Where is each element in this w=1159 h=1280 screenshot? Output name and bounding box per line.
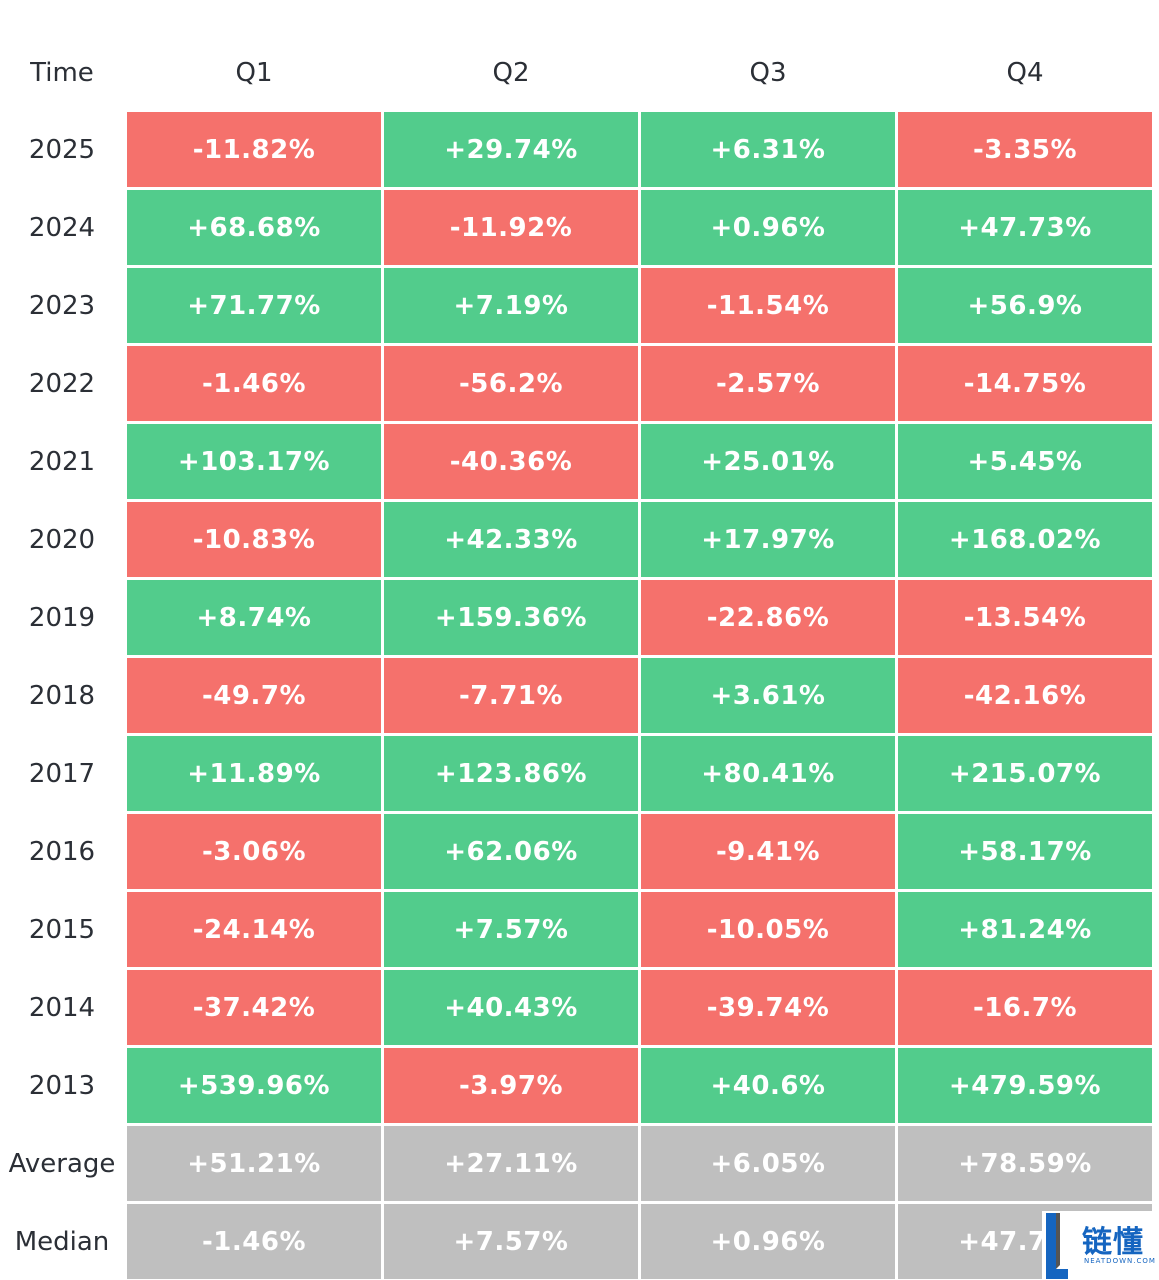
return-cell: +159.36% [384, 580, 638, 655]
return-cell: -3.35% [898, 112, 1152, 187]
row-label: 2025 [28, 134, 96, 165]
return-cell: -13.54% [898, 580, 1152, 655]
return-cell: -1.46% [127, 346, 381, 421]
return-cell: +7.57% [384, 892, 638, 967]
return-cell: +6.05% [641, 1126, 895, 1201]
quarterly-returns-table: Time Q1 Q2 Q3 Q4 2025 -11.82% +29.74% +6.31% -3.3… [0, 36, 1152, 1279]
return-cell: -11.92% [384, 190, 638, 265]
return-cell: -3.97% [384, 1048, 638, 1123]
header-q1: Q1 [235, 57, 273, 88]
return-cell: +5.45% [898, 424, 1152, 499]
return-cell: +71.77% [127, 268, 381, 343]
return-cell: -2.57% [641, 346, 895, 421]
return-cell: -7.71% [384, 658, 638, 733]
row-label: 2019 [28, 602, 96, 633]
return-cell: +0.96% [641, 1204, 895, 1279]
return-cell: +8.74% [127, 580, 381, 655]
return-cell: +6.31% [641, 112, 895, 187]
return-cell: -40.36% [384, 424, 638, 499]
watermark-name: 链懂 [1082, 1225, 1144, 1260]
return-cell: +42.33% [384, 502, 638, 577]
return-cell: +29.74% [384, 112, 638, 187]
return-cell: -14.75% [898, 346, 1152, 421]
header-q3: Q3 [749, 57, 787, 88]
row-label: 2015 [28, 914, 96, 945]
row-label: Average [8, 1148, 116, 1179]
row-label: 2017 [28, 758, 96, 789]
row-label: 2021 [28, 446, 96, 477]
row-label: 2022 [28, 368, 96, 399]
return-cell: +56.9% [898, 268, 1152, 343]
return-cell: +3.61% [641, 658, 895, 733]
return-cell: -3.06% [127, 814, 381, 889]
header-time: Time [30, 57, 94, 88]
return-cell: +17.97% [641, 502, 895, 577]
return-cell: -10.05% [641, 892, 895, 967]
row-label: 2013 [28, 1070, 96, 1101]
row-label: Median [14, 1226, 110, 1257]
return-cell: -11.82% [127, 112, 381, 187]
row-label: 2020 [28, 524, 96, 555]
return-cell: +40.6% [641, 1048, 895, 1123]
return-cell: +58.17% [898, 814, 1152, 889]
header-q2: Q2 [492, 57, 530, 88]
row-label: 2023 [28, 290, 96, 321]
row-label: 2016 [28, 836, 96, 867]
return-cell: -39.74% [641, 970, 895, 1045]
watermark-logo: 链懂 NEATDOWN.COM [1042, 1211, 1159, 1280]
return-cell: +0.96% [641, 190, 895, 265]
return-cell: +539.96% [127, 1048, 381, 1123]
return-cell: +47.73% [898, 190, 1152, 265]
return-cell: +25.01% [641, 424, 895, 499]
neatdown-logo-icon [1046, 1213, 1068, 1279]
return-cell: -22.86% [641, 580, 895, 655]
return-cell: -9.41% [641, 814, 895, 889]
return-cell: -16.7% [898, 970, 1152, 1045]
return-cell: -10.83% [127, 502, 381, 577]
return-cell: +27.11% [384, 1126, 638, 1201]
return-cell: +81.24% [898, 892, 1152, 967]
return-cell: +7.57% [384, 1204, 638, 1279]
return-cell: -11.54% [641, 268, 895, 343]
return-cell: +168.02% [898, 502, 1152, 577]
return-cell: +62.06% [384, 814, 638, 889]
return-cell: -24.14% [127, 892, 381, 967]
header-q4: Q4 [1006, 57, 1044, 88]
return-cell: +11.89% [127, 736, 381, 811]
return-cell: +479.59% [898, 1048, 1152, 1123]
return-cell: -1.46% [127, 1204, 381, 1279]
watermark-subtitle: NEATDOWN.COM [1084, 1257, 1156, 1265]
return-cell: +123.86% [384, 736, 638, 811]
return-cell: -37.42% [127, 970, 381, 1045]
row-label: 2014 [28, 992, 96, 1023]
row-label: 2024 [28, 212, 96, 243]
return-cell: +215.07% [898, 736, 1152, 811]
return-cell: +78.59% [898, 1126, 1152, 1201]
return-cell: +40.43% [384, 970, 638, 1045]
return-cell: -42.16% [898, 658, 1152, 733]
return-cell: +68.68% [127, 190, 381, 265]
return-cell: +51.21% [127, 1126, 381, 1201]
row-label: 2018 [28, 680, 96, 711]
return-cell: -49.7% [127, 658, 381, 733]
return-cell: +103.17% [127, 424, 381, 499]
return-cell: +7.19% [384, 268, 638, 343]
return-cell: -56.2% [384, 346, 638, 421]
return-cell: +80.41% [641, 736, 895, 811]
